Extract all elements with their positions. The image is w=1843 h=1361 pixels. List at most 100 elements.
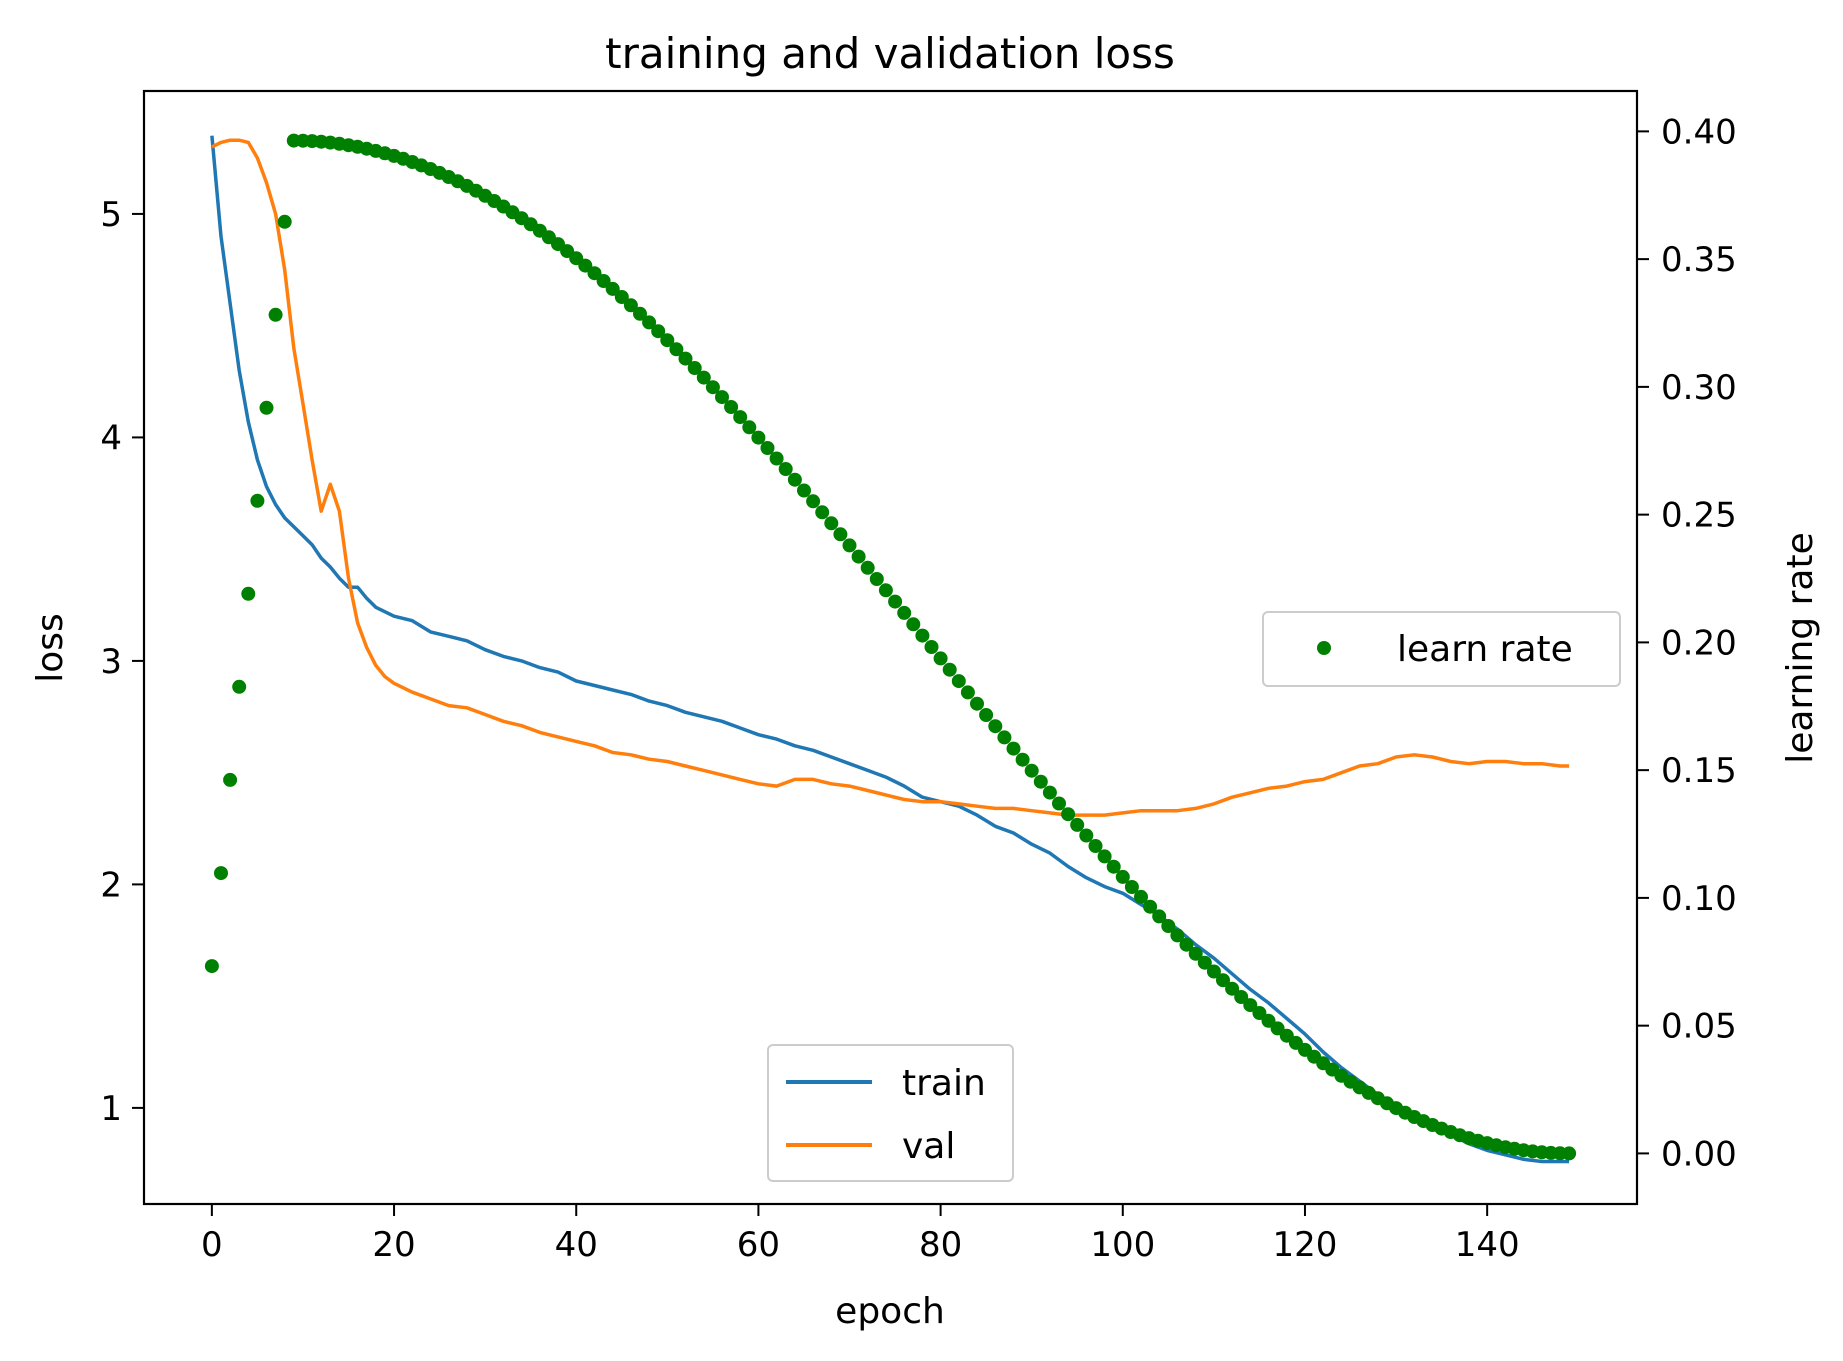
learn-rate-point <box>942 662 957 677</box>
learn-rate-point <box>724 400 739 414</box>
learn-rate-point <box>605 281 620 296</box>
learn-rate-point <box>1097 849 1112 864</box>
learn-rate-point <box>1115 869 1130 884</box>
learn-rate-point <box>1024 763 1039 778</box>
learn-rate-point <box>1188 946 1203 961</box>
learn-rate-point <box>623 298 638 313</box>
learn-rate-point <box>660 333 675 348</box>
learn-rate-point <box>268 307 283 322</box>
learn-rate-point <box>223 772 238 787</box>
learn-rate-point <box>797 483 811 498</box>
plot-series-lines <box>210 135 1570 1164</box>
learn-rate-point <box>997 730 1012 745</box>
learn-rate-point <box>241 586 256 601</box>
learn-rate-point <box>1243 998 1258 1013</box>
learn-rate-point <box>860 560 875 575</box>
y2-tick-label: 0.25 <box>1661 496 1737 536</box>
legend-learn-rate-swatch <box>1317 641 1331 655</box>
learn-rate-point <box>733 410 748 425</box>
learn-rate-point <box>1070 817 1085 832</box>
learn-rate-point <box>742 420 757 435</box>
learn-rate-point <box>715 390 729 405</box>
learn-rate-point <box>815 505 830 520</box>
legend-learn-rate: learn rate <box>1262 611 1621 687</box>
plot-frame <box>142 89 1639 1206</box>
learn-rate-point <box>1179 937 1194 952</box>
learn-rate-point <box>596 274 611 288</box>
learn-rate-point <box>1225 981 1240 996</box>
legend-val-label: val <box>902 1126 955 1167</box>
y2-tick-label: 0.40 <box>1661 112 1737 152</box>
learn-rate-point <box>1052 796 1066 811</box>
y2-tick-label: 0.00 <box>1661 1134 1737 1174</box>
learn-rate-point <box>933 651 948 666</box>
learn-rate-point <box>1015 752 1030 767</box>
y-tick-label: 1 <box>100 1089 122 1129</box>
learn-rate-point <box>787 472 802 487</box>
legend-train-label: train <box>902 1063 986 1104</box>
y-tick-label: 2 <box>100 865 122 905</box>
learn-rate-point <box>1033 774 1048 789</box>
learn-rate-point <box>897 605 912 620</box>
learn-rate-point <box>851 549 866 564</box>
learn-rate-point <box>614 290 629 304</box>
learn-rate-point <box>1134 889 1148 904</box>
learn-rate-point <box>1252 1006 1267 1020</box>
learn-rate-point <box>669 342 684 357</box>
learn-rate-point <box>1170 928 1185 943</box>
learn-rate-point <box>760 441 775 455</box>
learn-rate-point <box>1206 964 1221 979</box>
learn-rate-point <box>751 430 766 445</box>
learn-rate-point <box>878 583 893 598</box>
y2-axis-ticks: 0.00 0.05 0.10 0.15 0.20 0.25 0.30 0.35 0.40 <box>1637 112 1737 1174</box>
learn-rate-point <box>1042 785 1057 800</box>
legend-loss: train val <box>767 1044 1014 1182</box>
x-tick-label: 20 <box>372 1225 415 1265</box>
learn-rate-point <box>1079 828 1094 843</box>
learn-rate-point <box>1216 973 1230 988</box>
learn-rate-point <box>1197 955 1212 970</box>
x-tick-label: 100 <box>1090 1225 1155 1265</box>
plot-series-points <box>204 133 1577 1161</box>
learn-rate-point <box>915 628 930 643</box>
y2-tick-label: 0.30 <box>1661 368 1737 408</box>
learn-rate-point <box>250 493 265 508</box>
legend-learn-rate-label: learn rate <box>1397 629 1573 670</box>
learn-rate-point <box>1152 909 1167 924</box>
learn-rate-point <box>1106 859 1121 874</box>
chart-title: training and validation loss <box>605 29 1175 78</box>
learn-rate-point <box>906 617 921 632</box>
learn-rate-point <box>633 306 647 321</box>
learn-rate-point <box>642 315 657 330</box>
learn-rate-point <box>214 866 228 881</box>
learn-rate-point <box>705 380 720 395</box>
x-axis-ticks: 0 20 40 60 80 100 120 140 <box>201 1204 1520 1265</box>
learn-rate-point <box>259 400 274 415</box>
legend-learn-rate-frame <box>1262 611 1621 687</box>
learn-rate-point <box>979 708 994 722</box>
learn-rate-point <box>1006 741 1021 756</box>
x-axis-label: epoch <box>835 1291 945 1332</box>
learn-rate-point <box>951 674 966 689</box>
learn-rate-point <box>970 696 984 711</box>
x-tick-label: 0 <box>201 1225 223 1265</box>
learn-rate-point <box>960 685 975 700</box>
learn-rate-point <box>687 361 702 375</box>
learn-rate-point <box>277 214 292 229</box>
x-tick-label: 120 <box>1273 1225 1338 1265</box>
y-axis-ticks: 1 2 3 4 5 <box>100 195 144 1129</box>
learn-rate-point <box>1161 919 1176 933</box>
learn-rate-point <box>1061 807 1076 822</box>
y-tick-label: 4 <box>100 418 122 458</box>
y2-tick-label: 0.20 <box>1661 623 1737 663</box>
series-line-val <box>211 138 1570 817</box>
learn-rate-point <box>1234 990 1249 1004</box>
series-line-train <box>210 135 1570 1164</box>
learn-rate-point <box>678 351 693 366</box>
y2-tick-label: 0.05 <box>1661 1007 1737 1047</box>
y-tick-label: 3 <box>100 642 122 682</box>
y2-tick-label: 0.15 <box>1661 751 1737 791</box>
y-axis-label: loss <box>30 613 71 683</box>
learn-rate-point <box>833 527 848 542</box>
